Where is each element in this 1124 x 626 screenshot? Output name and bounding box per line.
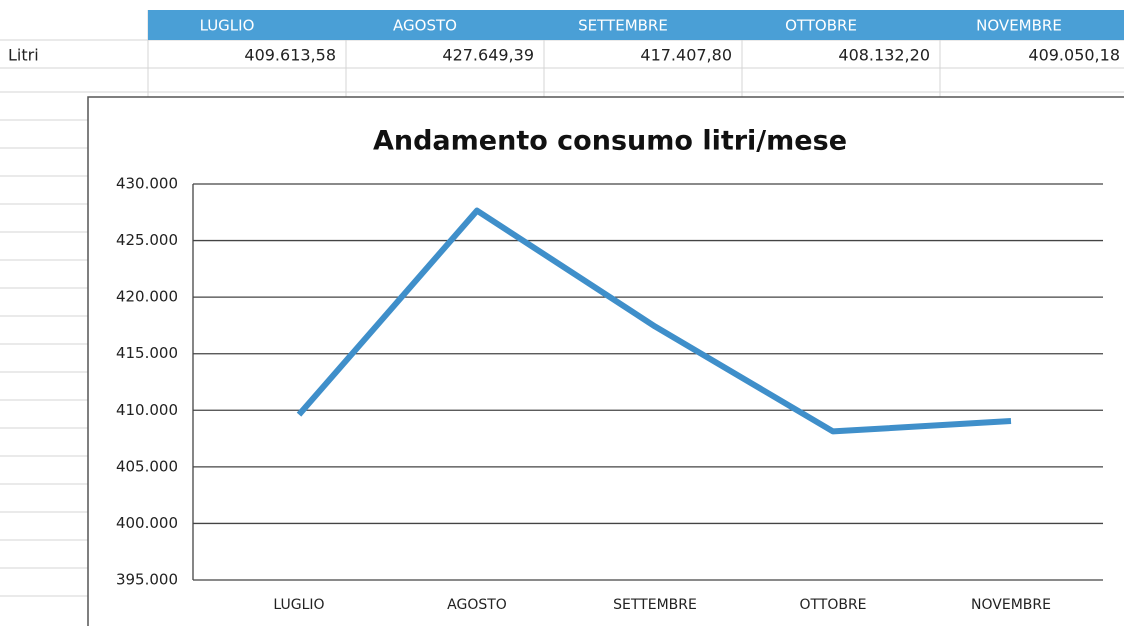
chart-frame bbox=[87, 96, 1124, 626]
y-tick-label: 405.000 bbox=[116, 457, 178, 475]
column-header: SETTEMBRE bbox=[578, 17, 668, 35]
x-tick-label: LUGLIO bbox=[273, 597, 324, 613]
column-header: OTTOBRE bbox=[785, 17, 857, 35]
chart-title: Andamento consumo litri/mese bbox=[373, 126, 847, 157]
y-tick-label: 400.000 bbox=[116, 514, 178, 532]
y-tick-label: 430.000 bbox=[116, 175, 178, 193]
y-tick-label: 420.000 bbox=[116, 288, 178, 306]
y-tick-label: 425.000 bbox=[116, 231, 178, 249]
x-tick-label: NOVEMBRE bbox=[971, 597, 1051, 613]
cell-value: 417.407,80 bbox=[640, 46, 732, 65]
column-header: AGOSTO bbox=[393, 17, 457, 35]
row-label: Litri bbox=[8, 46, 39, 65]
data-line bbox=[296, 207, 1012, 435]
header-band bbox=[148, 10, 1124, 40]
y-tick-label: 395.000 bbox=[116, 571, 178, 589]
cell-value: 409.050,18 bbox=[1028, 46, 1120, 65]
cell-value: 408.132,20 bbox=[838, 46, 930, 65]
y-tick-label: 410.000 bbox=[116, 401, 178, 419]
x-tick-label: OTTOBRE bbox=[799, 597, 866, 613]
y-tick-label: 415.000 bbox=[116, 344, 178, 362]
column-header: NOVEMBRE bbox=[976, 17, 1062, 35]
column-header: LUGLIO bbox=[200, 17, 255, 35]
cell-value: 427.649,39 bbox=[442, 46, 534, 65]
x-tick-label: SETTEMBRE bbox=[613, 597, 697, 613]
cell-value: 409.613,58 bbox=[244, 46, 336, 65]
x-tick-label: AGOSTO bbox=[447, 597, 507, 613]
